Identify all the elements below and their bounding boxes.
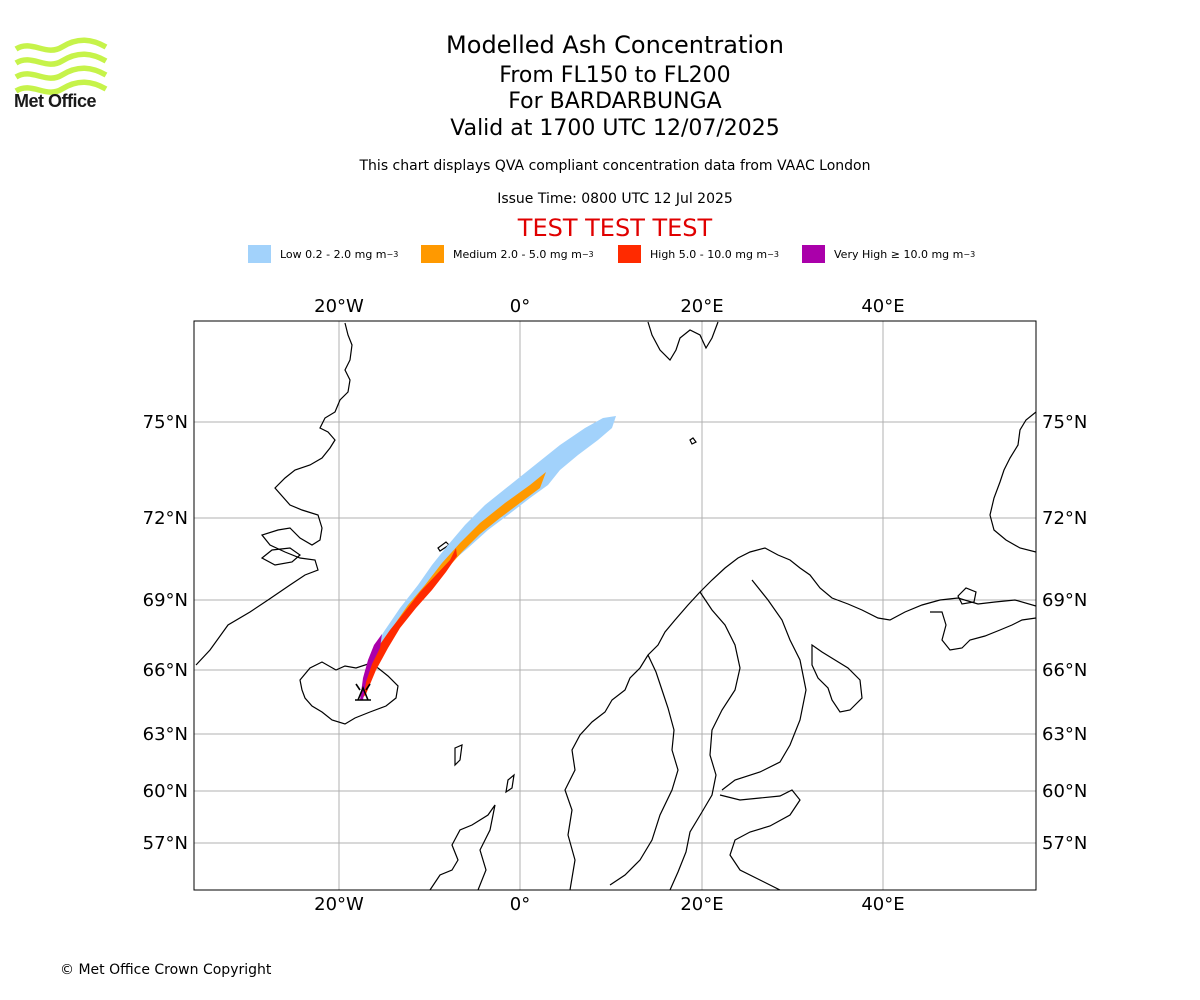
legend-label-very-high: Very High ≥ 10.0 mg m [834, 247, 964, 261]
ash-medium-region [362, 472, 546, 698]
lon-label-bottom-20e: 20°E [680, 894, 723, 915]
legend-item-low: Low 0.2 - 2.0 mg m −3 [248, 244, 398, 264]
lat-label-right-69n: 69°N [1042, 590, 1087, 611]
legend-swatch-very-high [802, 245, 825, 263]
lat-label-left-72n: 72°N [143, 508, 188, 529]
coastlines [195, 321, 1036, 890]
copyright-notice: © Met Office Crown Copyright [60, 962, 272, 978]
lon-label-top-20w: 20°W [314, 296, 364, 317]
ash-plume [360, 416, 616, 700]
lat-label-right-72n: 72°N [1042, 508, 1087, 529]
ash-high-region [361, 548, 457, 700]
lat-label-right-60n: 60°N [1042, 781, 1087, 802]
legend-item-high: High 5.0 - 10.0 mg m −3 [618, 244, 779, 264]
lat-label-left-69n: 69°N [143, 590, 188, 611]
map-frame [193, 320, 1037, 891]
test-banner: TEST TEST TEST [517, 214, 713, 242]
lat-label-left-57n: 57°N [143, 833, 188, 854]
lat-label-right-75n: 75°N [1042, 412, 1087, 433]
legend-swatch-high [618, 245, 641, 263]
lon-label-bottom-20w: 20°W [314, 894, 364, 915]
issue-time: Issue Time: 0800 UTC 12 Jul 2025 [497, 191, 733, 207]
legend-item-very-high: Very High ≥ 10.0 mg m −3 [802, 244, 975, 264]
lat-label-right-63n: 63°N [1042, 724, 1087, 745]
lat-label-left-60n: 60°N [143, 781, 188, 802]
legend-item-medium: Medium 2.0 - 5.0 mg m −3 [421, 244, 594, 264]
legend-swatch-low [248, 245, 271, 263]
lat-label-left-66n: 66°N [143, 660, 188, 681]
lat-label-left-75n: 75°N [143, 412, 188, 433]
met-office-logo [14, 37, 108, 95]
met-office-logo-text: Met Office [14, 91, 97, 111]
volcano-marker-icon [355, 683, 371, 701]
lon-label-bottom-40e: 40°E [861, 894, 904, 915]
legend-label-medium: Medium 2.0 - 5.0 mg m [453, 247, 582, 261]
lat-label-right-66n: 66°N [1042, 660, 1087, 681]
legend-swatch-medium [421, 245, 444, 263]
lat-label-left-63n: 63°N [143, 724, 188, 745]
ash-low-region [360, 416, 616, 700]
lon-label-top-40e: 40°E [861, 296, 904, 317]
lon-label-top-0: 0° [510, 296, 530, 317]
chart-description: This chart displays QVA compliant concen… [359, 158, 871, 174]
volcano-name: For BARDARBUNGA [508, 89, 722, 114]
flight-level-range: From FL150 to FL200 [499, 63, 731, 88]
gridlines [194, 321, 1036, 890]
lat-label-right-57n: 57°N [1042, 833, 1087, 854]
lon-label-top-20e: 20°E [680, 296, 723, 317]
legend-label-low: Low 0.2 - 2.0 mg m [280, 247, 387, 261]
legend-label-high: High 5.0 - 10.0 mg m [650, 247, 768, 261]
ash-very-high-region [360, 634, 382, 700]
chart-title: Modelled Ash Concentration [446, 31, 784, 59]
valid-time: Valid at 1700 UTC 12/07/2025 [450, 116, 780, 141]
lon-label-bottom-0: 0° [510, 894, 530, 915]
